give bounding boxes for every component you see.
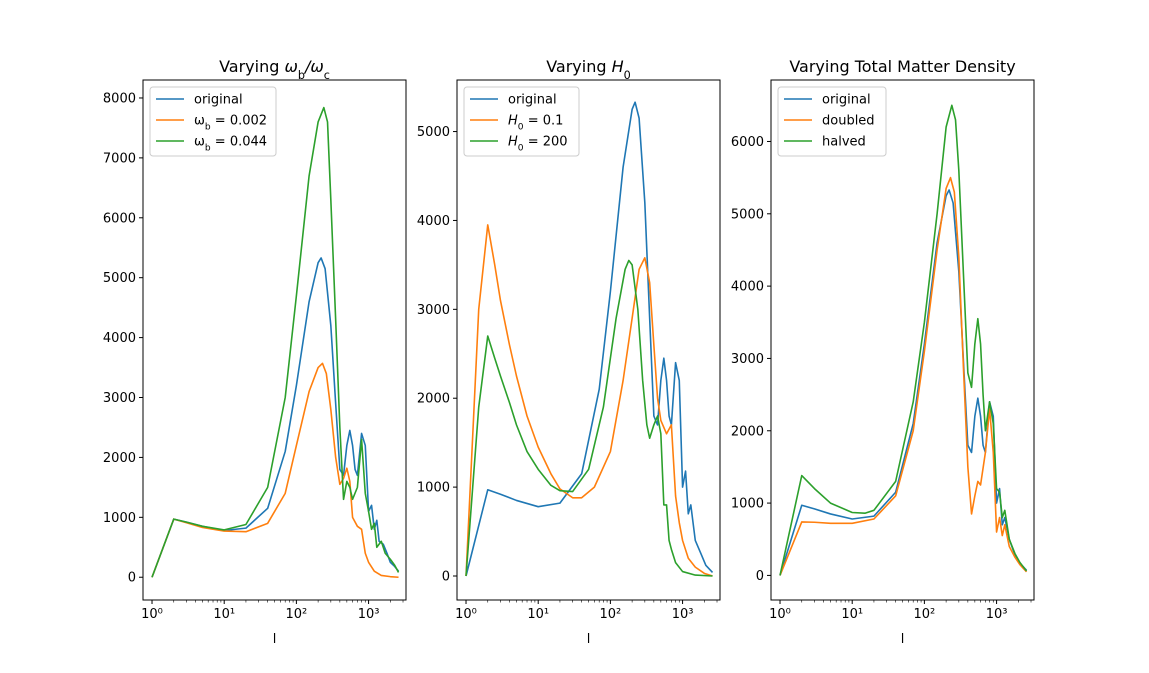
chart-panel-h0: 0 1000 2000 3000 4000 5000 10⁰ 10¹ 10² 10³ Varying…: [417, 57, 721, 647]
legend-label: ωb = 0.002: [194, 114, 267, 133]
legend-frame: [777, 86, 887, 157]
x-tick-label: 10⁰: [455, 607, 477, 622]
x-axis-label: l: [587, 632, 591, 647]
x-tick-label: 10⁰: [769, 607, 791, 622]
y-tick-label: 2000: [731, 424, 764, 439]
chart-title: Varying H0: [546, 57, 631, 82]
y-tick-label: 1000: [417, 481, 450, 496]
legend-label: original: [194, 93, 243, 108]
y-tick-label: 8000: [103, 91, 136, 106]
y-tick-label: 3000: [731, 352, 764, 367]
x-tick-label: 10²: [600, 607, 622, 622]
x-tick-label: 10³: [672, 607, 694, 622]
y-tick-label: 0: [442, 570, 450, 585]
legend-label: original: [822, 93, 871, 108]
series-line-doubled: [779, 176, 1028, 576]
y-tick-label: 2000: [417, 392, 450, 407]
x-tick-label: 10³: [358, 607, 380, 622]
y-tick-label: 5000: [103, 271, 136, 286]
y-tick-label: 3000: [417, 303, 450, 318]
x-tick-label: 10²: [286, 607, 308, 622]
series-line-h0-200: [465, 259, 713, 577]
x-axis-label: l: [901, 632, 905, 647]
series-line-b-0-044: [151, 106, 400, 578]
y-tick-label: 0: [128, 571, 136, 586]
y-tick-label: 1000: [731, 497, 764, 512]
legend-label: ωb = 0.044: [194, 135, 267, 154]
chart-panel-omega-ratio: 0 1000 2000 3000 4000 5000 6000 7000 8000 10⁰ 10¹ 1…: [103, 57, 407, 647]
series-line-h0-0-1: [465, 224, 713, 577]
y-tick-label: 3000: [103, 391, 136, 406]
legend: original doubled halved: [777, 86, 887, 157]
legend-label: original: [508, 93, 557, 108]
chart-title: Varying Total Matter Density: [789, 57, 1015, 76]
legend-label: doubled: [822, 114, 875, 129]
y-tick-label: 1000: [103, 511, 136, 526]
legend-label: halved: [822, 135, 866, 150]
chart-panel-matter-density: 0 1000 2000 3000 4000 5000 6000 10⁰ 10¹ 10² 10³ Var…: [731, 57, 1035, 647]
x-tick-label: 10¹: [841, 607, 863, 622]
x-tick-label: 10⁰: [141, 607, 163, 622]
y-tick-label: 4000: [103, 331, 136, 346]
x-tick-label: 10²: [914, 607, 936, 622]
legend-frame: [149, 86, 277, 157]
legend-label: H0 = 0.1: [508, 114, 563, 133]
y-tick-label: 7000: [103, 151, 136, 166]
legend-label: H0 = 200: [508, 135, 568, 154]
y-tick-label: 0: [756, 569, 764, 584]
plot-area: [151, 106, 400, 579]
y-tick-label: 5000: [731, 207, 764, 222]
legend: original ωb = 0.002 ωb = 0.044: [149, 86, 277, 157]
legend-frame: [463, 86, 580, 157]
y-tick-label: 2000: [103, 451, 136, 466]
series-line-halved: [779, 104, 1028, 576]
x-tick-label: 10¹: [213, 607, 235, 622]
series-line-b-0-002: [151, 362, 399, 579]
y-tick-label: 6000: [731, 135, 764, 150]
x-axis-label: l: [273, 632, 277, 647]
y-tick-label: 4000: [417, 214, 450, 229]
y-tick-label: 4000: [731, 280, 764, 295]
x-tick-label: 10³: [986, 607, 1008, 622]
series-line-original: [779, 189, 1028, 576]
series-line-original: [151, 257, 400, 578]
y-tick-label: 5000: [417, 125, 450, 140]
chart-title: Varying ωb/ωc: [219, 57, 330, 82]
y-tick-label: 6000: [103, 211, 136, 226]
x-tick-label: 10¹: [527, 607, 549, 622]
legend: original H0 = 0.1 H0 = 200: [463, 86, 580, 157]
plot-area: [465, 101, 714, 577]
plot-area: [779, 104, 1028, 576]
